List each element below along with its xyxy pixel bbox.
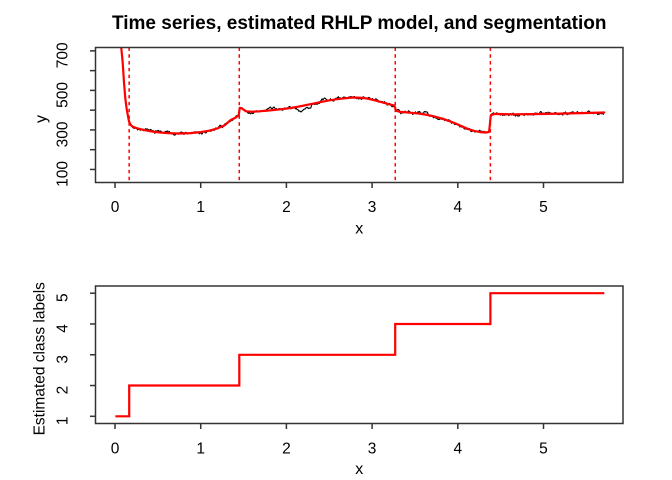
bottom-y-axis-label: Estimated class labels xyxy=(32,282,49,436)
x-tick-label: 1 xyxy=(196,199,205,216)
time-series-line xyxy=(120,47,605,136)
top-plot-box xyxy=(94,46,624,184)
x-tick-label: 0 xyxy=(111,199,120,216)
top-panel-axes xyxy=(90,46,624,188)
y-tick-label: 4 xyxy=(55,324,72,333)
class-step-line xyxy=(115,292,605,418)
x-tick-label: 4 xyxy=(453,441,462,458)
x-tick-label: 5 xyxy=(539,199,548,216)
x-tick-label: 2 xyxy=(282,199,291,216)
y-tick-label: 5 xyxy=(55,293,72,302)
top-y-axis-label: y xyxy=(33,115,50,123)
y-tick-label: 1 xyxy=(55,416,72,425)
bottom-panel-axes xyxy=(90,285,624,429)
y-tick-label: 3 xyxy=(55,355,72,364)
y-tick-label: 100 xyxy=(55,161,72,187)
bottom-x-axis-label: x xyxy=(355,461,363,478)
x-tick-label: 4 xyxy=(453,199,462,216)
x-tick-label: 5 xyxy=(539,441,548,458)
y-tick-label: 2 xyxy=(55,386,72,395)
top-panel-data xyxy=(120,47,606,136)
top-x-axis-label: x xyxy=(355,221,363,238)
x-tick-label: 2 xyxy=(282,441,291,458)
y-tick-label: 700 xyxy=(55,42,72,68)
rhlp-model-line xyxy=(120,47,606,135)
chart-title: Time series, estimated RHLP model, and s… xyxy=(112,13,607,34)
y-tick-label: 300 xyxy=(55,121,72,147)
x-tick-label: 1 xyxy=(196,441,205,458)
x-tick-label: 0 xyxy=(111,441,120,458)
x-tick-label: 3 xyxy=(368,441,377,458)
y-tick-label: 500 xyxy=(55,82,72,108)
x-tick-label: 3 xyxy=(368,199,377,216)
